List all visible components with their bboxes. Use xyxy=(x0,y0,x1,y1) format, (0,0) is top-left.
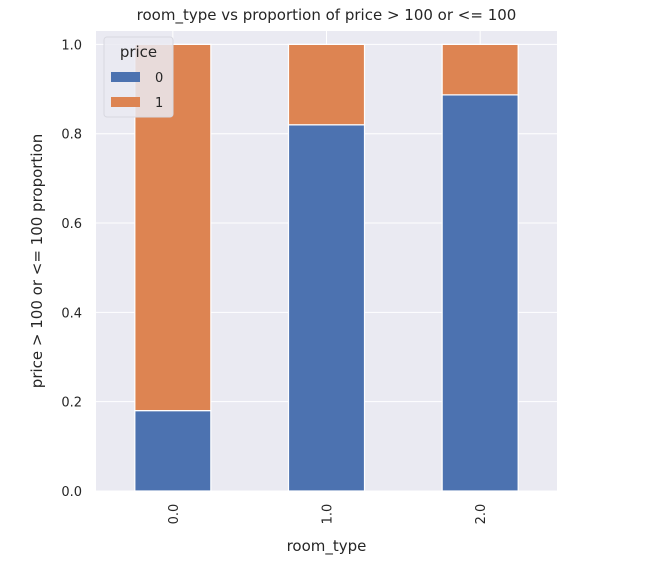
legend-label-1: 1 xyxy=(155,96,163,111)
legend-title: price xyxy=(120,43,157,61)
x-axis-label: room_type xyxy=(287,537,367,556)
bar-1.0-series-1 xyxy=(287,43,366,126)
x-tick-label: 1.0 xyxy=(321,504,336,525)
y-tick-label: 0.4 xyxy=(61,306,82,321)
bars xyxy=(134,43,519,492)
y-tick-labels: 0.0 0.2 0.4 0.6 0.8 1.0 xyxy=(61,38,82,500)
y-tick-label: 0.6 xyxy=(61,217,82,232)
legend: price 01 xyxy=(103,36,174,118)
x-tick-labels: 0.0 1.0 2.0 xyxy=(167,504,489,525)
y-tick-label: 1.0 xyxy=(61,38,82,53)
y-axis-label: price > 100 or <= 100 proportion xyxy=(28,134,46,388)
y-tick-label: 0.8 xyxy=(61,128,82,143)
bar-0.0-series-0 xyxy=(134,410,212,492)
legend-label-0: 0 xyxy=(155,71,163,86)
chart-title: room_type vs proportion of price > 100 o… xyxy=(137,6,517,25)
y-tick-label: 0.2 xyxy=(61,396,82,411)
bar-1.0-series-0 xyxy=(287,124,366,492)
x-tick-label: 2.0 xyxy=(474,504,489,525)
legend-swatch-0 xyxy=(111,72,140,82)
legend-swatch-1 xyxy=(111,97,140,107)
x-tick-label: 0.0 xyxy=(167,504,182,525)
legend-entries: 01 xyxy=(111,71,163,111)
bar-2.0-series-0 xyxy=(441,94,519,492)
y-tick-label: 0.0 xyxy=(61,485,82,500)
bar-2.0-series-1 xyxy=(441,43,519,96)
